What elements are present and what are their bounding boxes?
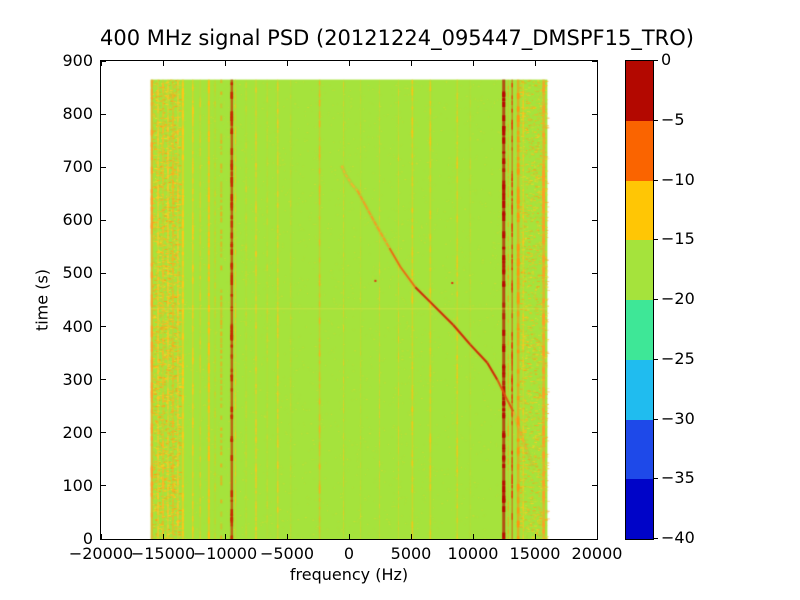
x-tick-mark-top <box>286 61 288 66</box>
x-tick-label: 5000 <box>390 544 432 563</box>
x-axis-label: frequency (Hz) <box>289 565 409 584</box>
y-tick-mark-right <box>592 166 597 168</box>
colorbar-tick-label: −20 <box>661 289 695 308</box>
x-tick-mark <box>286 534 288 539</box>
colorbar-tick-label: −5 <box>661 110 685 129</box>
y-tick-mark <box>101 272 106 274</box>
y-tick-mark <box>101 538 106 540</box>
x-tick-mark <box>162 534 164 539</box>
colorbar-segment <box>626 419 653 480</box>
y-tick-label: 600 <box>62 210 93 230</box>
y-tick-mark-right <box>592 113 597 115</box>
y-tick-mark-right <box>592 60 597 62</box>
x-tick-mark <box>348 534 350 539</box>
y-tick-label: 800 <box>62 104 93 124</box>
colorbar-tick-mark <box>653 239 658 240</box>
y-tick-mark <box>101 219 106 221</box>
colorbar-tick-label: 0 <box>661 50 672 69</box>
x-tick-mark-top <box>162 61 164 66</box>
colorbar-tick-label: −10 <box>661 170 695 189</box>
y-tick-mark-right <box>592 272 597 274</box>
colorbar-segment <box>626 240 653 300</box>
colorbar-tick-mark <box>653 478 658 479</box>
y-tick-mark-right <box>592 485 597 487</box>
x-tick-mark <box>596 534 598 539</box>
x-tick-mark-top <box>410 61 412 66</box>
colorbar-tick-mark <box>653 359 658 360</box>
colorbar-segment <box>626 61 653 121</box>
x-tick-label: −10000 <box>192 544 258 563</box>
x-tick-mark-top <box>472 61 474 66</box>
colorbar-tick-mark <box>653 60 658 61</box>
y-tick-mark <box>101 113 106 115</box>
spectrogram-canvas <box>101 61 597 539</box>
x-tick-label: −15000 <box>130 544 196 563</box>
x-tick-label: 0 <box>343 544 355 563</box>
colorbar-segment <box>626 300 653 360</box>
colorbar-tick-label: −15 <box>661 229 695 248</box>
x-tick-label: −20000 <box>68 544 134 563</box>
colorbar-segment <box>626 120 653 181</box>
y-tick-label: 400 <box>62 316 93 336</box>
colorbar-tick-mark <box>653 120 658 121</box>
colorbar-tick-mark <box>653 538 658 539</box>
y-tick-mark <box>101 432 106 434</box>
colorbar-tick-label: −40 <box>661 528 695 547</box>
x-tick-mark <box>534 534 536 539</box>
plot-title: 400 MHz signal PSD (20121224_095447_DMSP… <box>100 26 694 50</box>
y-tick-label: 0 <box>82 529 93 548</box>
colorbar-segment <box>626 180 653 241</box>
y-tick-mark <box>101 326 106 328</box>
y-tick-label: 200 <box>62 422 93 442</box>
colorbar-tick-mark <box>653 180 658 181</box>
y-axis-label: time (s) <box>32 268 52 332</box>
x-tick-label: −5000 <box>259 544 315 563</box>
x-tick-mark <box>410 534 412 539</box>
y-tick-mark-right <box>592 379 597 381</box>
x-tick-mark-top <box>100 61 102 66</box>
colorbar-tick-mark <box>653 419 658 420</box>
colorbar-tick-mark <box>653 299 658 300</box>
colorbar <box>625 60 654 540</box>
colorbar-segment <box>626 479 653 539</box>
y-tick-label: 300 <box>62 369 93 389</box>
y-tick-label: 700 <box>62 157 93 177</box>
y-tick-label: 500 <box>62 263 93 283</box>
colorbar-tick-label: −25 <box>661 349 695 368</box>
y-tick-mark-right <box>592 219 597 221</box>
x-tick-label: 15000 <box>509 544 561 563</box>
y-tick-label: 900 <box>62 51 93 70</box>
x-tick-mark <box>224 534 226 539</box>
y-tick-mark <box>101 166 106 168</box>
y-tick-mark <box>101 485 106 487</box>
colorbar-tick-label: −35 <box>661 468 695 487</box>
x-tick-mark-top <box>224 61 226 66</box>
x-tick-mark <box>100 534 102 539</box>
y-tick-mark-right <box>592 326 597 328</box>
colorbar-tick-label: −30 <box>661 409 695 428</box>
axes-box <box>100 60 598 540</box>
y-tick-mark <box>101 379 106 381</box>
x-tick-label: 20000 <box>571 544 623 563</box>
y-tick-mark <box>101 60 106 62</box>
x-tick-mark <box>472 534 474 539</box>
colorbar-segment <box>626 359 653 420</box>
x-tick-mark-top <box>596 61 598 66</box>
x-tick-mark-top <box>534 61 536 66</box>
y-tick-mark-right <box>592 432 597 434</box>
y-tick-label: 100 <box>62 475 93 495</box>
x-tick-mark-top <box>348 61 350 66</box>
y-tick-mark-right <box>592 538 597 540</box>
x-tick-label: 10000 <box>447 544 499 563</box>
